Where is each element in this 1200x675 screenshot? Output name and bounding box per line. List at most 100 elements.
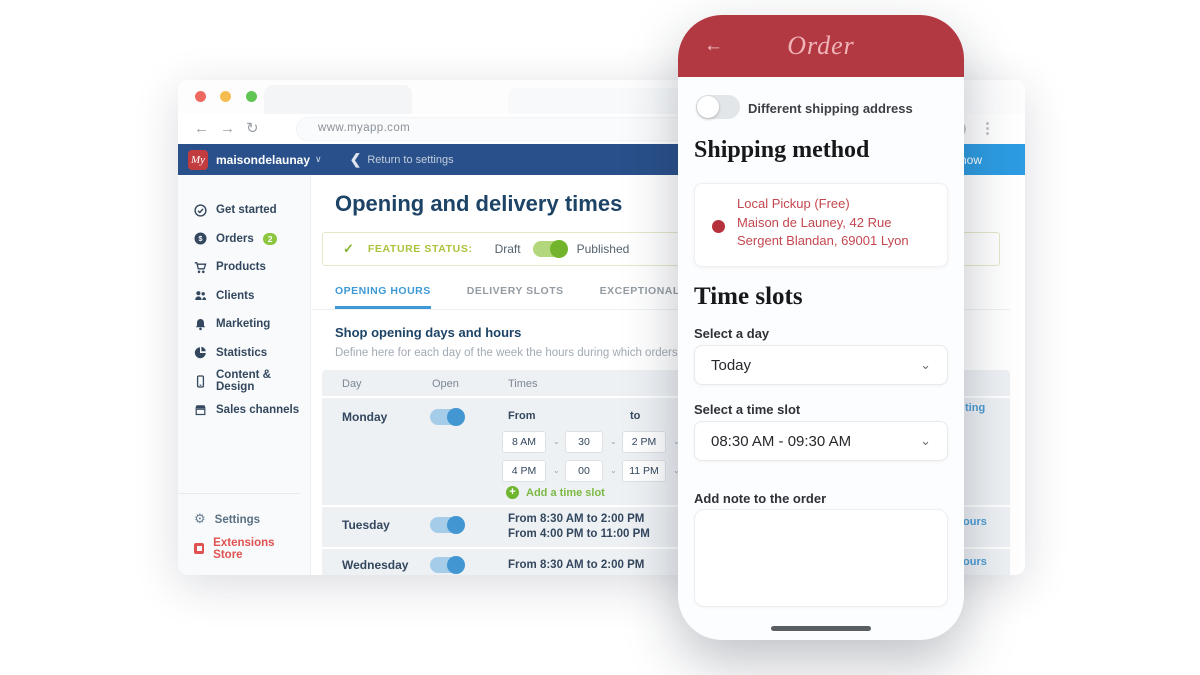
chevron-left-icon: ❮ [349,151,362,167]
shipping-option-card[interactable]: Local Pickup (Free) Maison de Launey, 42… [694,183,948,267]
close-window-button[interactable] [195,91,206,102]
sidebar-item-clients[interactable]: Clients [194,282,310,311]
day-select[interactable]: Today ⌄ [694,345,948,385]
sidebar-item-label: Sales channels [216,403,300,416]
feature-status-toggle[interactable] [532,240,568,258]
select-day-label: Select a day [694,326,770,341]
from-hour-select[interactable]: 8 AM [502,431,546,453]
day-label: Tuesday [342,518,390,532]
sidebar-item-content-design[interactable]: Content & Design [194,367,310,396]
chevron-down-icon[interactable]: ⌄ [673,437,680,446]
sidebar-item-settings[interactable]: ⚙ Settings [194,505,300,534]
plus-icon: + [506,486,519,499]
row-separator [322,505,1010,507]
phone-mockup: ← Order Different shipping address Shipp… [678,15,964,640]
browser-menu-icon[interactable]: ⋮ [980,120,995,137]
check-icon: ✓ [343,241,354,256]
sidebar-item-products[interactable]: Products [194,253,310,282]
sidebar-item-label: Settings [214,513,261,526]
monday-open-toggle[interactable] [430,408,465,426]
from-minute-select[interactable]: 00 [565,460,603,482]
chevron-down-icon[interactable]: ⌄ [610,437,617,446]
day-label: Wednesday [342,558,409,572]
to-label: to [630,410,641,422]
tuesday-open-toggle[interactable] [430,516,465,534]
toggle-knob [697,96,719,118]
sidebar-item-label: Orders [216,232,254,245]
browser-tab[interactable] [264,85,412,114]
gear-icon: ⚙ [194,512,206,527]
home-indicator[interactable] [771,626,871,631]
shipping-method-heading: Shipping method [694,137,870,163]
shipping-option-address: Maison de Launey, 42 Rue Sergent Blandan… [737,214,909,249]
phone-screen-title: Order [787,31,855,60]
back-icon[interactable]: ← [194,120,209,137]
sidebar-item-label: Products [216,261,266,274]
sidebar-item-get-started[interactable]: Get started [194,196,310,225]
tab-delivery-slots[interactable]: DELIVERY SLOTS [466,285,564,297]
add-time-slot-button[interactable]: + Add a time slot [506,486,605,499]
store-name-dropdown[interactable]: maisondelaunay [216,152,311,167]
to-hour-select[interactable]: 2 PM [622,431,666,453]
forward-icon[interactable]: → [220,120,235,137]
order-note-textarea[interactable] [694,509,948,607]
store-logo: My [188,149,208,170]
return-to-settings-link[interactable]: ❮ Return to settings [350,151,454,168]
tabs-divider [311,309,1010,310]
section-description: Define here for each day of the week the… [335,347,778,359]
radio-selected-icon[interactable] [712,220,725,233]
chevron-down-icon: ⌄ [920,357,931,372]
order-note-label: Add note to the order [694,491,827,506]
toggle-knob [447,516,465,534]
sidebar-item-marketing[interactable]: Marketing [194,310,310,339]
shipping-option-title: Local Pickup (Free) [737,196,850,211]
reload-icon[interactable]: ↻ [246,120,259,137]
chevron-down-icon: ⌄ [920,433,931,448]
times-text: From 4:00 PM to 11:00 PM [508,528,650,540]
table-header-row: Day Open Times [322,370,1010,398]
column-header-times: Times [508,378,538,390]
sidebar-item-label: Clients [216,289,255,302]
column-header-open: Open [432,378,459,390]
return-to-settings-label: Return to settings [367,153,454,166]
from-minute-select[interactable]: 30 [565,431,603,453]
chevron-down-icon[interactable]: ⌄ [553,437,560,446]
day-label: Monday [342,410,388,424]
from-label: From [508,410,536,422]
time-slot-select[interactable]: 08:30 AM - 09:30 AM ⌄ [694,421,948,461]
minimize-window-button[interactable] [220,91,232,102]
draft-label: Draft [494,242,521,256]
phone-header: ← Order [678,15,964,77]
different-shipping-address-toggle[interactable] [696,95,740,119]
from-hour-select[interactable]: 4 PM [502,460,546,482]
chevron-down-icon[interactable]: ⌄ [610,466,617,475]
wednesday-open-toggle[interactable] [430,556,465,574]
select-time-slot-label: Select a time slot [694,402,801,417]
chevron-down-icon[interactable]: ⌄ [553,466,560,475]
sidebar-item-label: Content & Design [216,369,271,394]
orders-count-badge: 2 [262,232,278,245]
sidebar-item-label: Statistics [216,346,268,359]
tab-opening-hours[interactable]: OPENING HOURS [335,285,431,309]
sidebar-item-extensions-store[interactable]: Extensions Store [194,534,300,563]
cart-icon [194,261,207,273]
sidebar-item-orders[interactable]: $ Orders 2 [194,225,310,254]
sidebar-footer: ⚙ Settings Extensions Store [178,493,300,565]
times-text: From 8:30 AM to 2:00 PM [508,559,645,571]
clipped-link-text: ours [963,556,987,568]
sidebar: Get started $ Orders 2 Products Clients … [178,175,311,575]
sidebar-item-statistics[interactable]: Statistics [194,339,310,368]
dollar-circle-icon: $ [194,232,207,245]
sidebar-item-label: Marketing [216,318,271,331]
pie-chart-icon [194,347,206,359]
to-hour-select[interactable]: 11 PM [622,460,666,482]
published-label: Published [576,242,630,256]
sidebar-item-sales-channels[interactable]: Sales channels [194,396,310,425]
back-arrow-icon[interactable]: ← [704,35,723,56]
maximize-window-button[interactable] [245,91,257,102]
extensions-icon [194,543,205,554]
clipped-link-text: ting [965,402,986,414]
chevron-down-icon[interactable]: ⌄ [673,466,680,475]
toggle-knob [447,556,465,574]
storefront-icon [195,405,206,416]
